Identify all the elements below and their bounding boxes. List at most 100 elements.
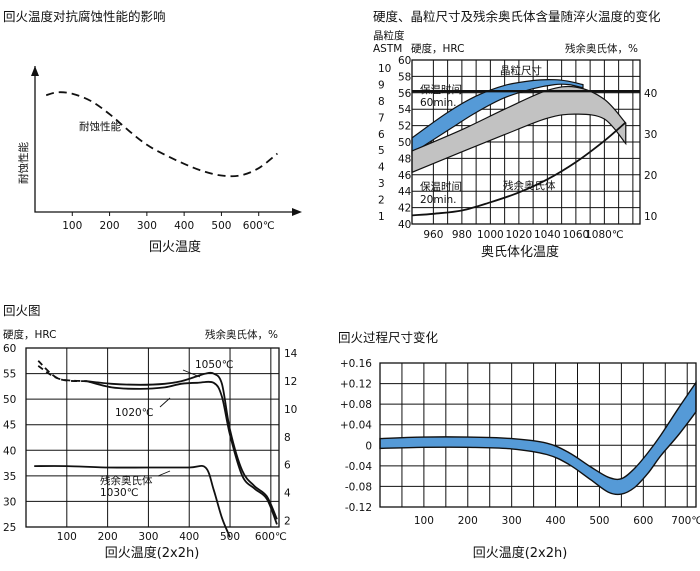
hardening-ra-tick: 20 bbox=[644, 170, 657, 182]
hardening-astm-label-1: 晶粒度 bbox=[373, 29, 405, 42]
tempering-ra-tick: 4 bbox=[284, 488, 291, 500]
hardening-hrc-label: 硬度，HRC bbox=[411, 42, 465, 55]
label-60min-line1: 保温时间 bbox=[420, 83, 462, 96]
hardening-title: 硬度、晶粒尺寸及残余奥氏体含量随淬火温度的变化 bbox=[373, 9, 661, 24]
tempering-ra-label: 残余奥氏体，% bbox=[205, 328, 278, 341]
retained-austenite-curve bbox=[411, 121, 627, 217]
tempering-x-tick: 100 bbox=[57, 531, 77, 543]
chart-corrosion: 回火温度对抗腐蚀性能的影响 耐蚀性能 100 200 300 400 500 600℃ 耐… bbox=[3, 9, 302, 255]
tempering-hrc-tick: 55 bbox=[3, 369, 16, 381]
hardening-astm-tick: 5 bbox=[378, 145, 385, 157]
label-1030: 1030℃ bbox=[100, 487, 139, 499]
corrosion-x-tick-label: 200 bbox=[100, 220, 120, 232]
tempering-hrc-label: 硬度，HRC bbox=[3, 328, 57, 341]
dimension-frame bbox=[379, 362, 697, 508]
tempering-x-tick: 300 bbox=[138, 531, 158, 543]
corrosion-x-tick-label: 100 bbox=[62, 220, 82, 232]
tempering-curve-dashed bbox=[37, 365, 88, 383]
hardening-astm-tick: 1 bbox=[378, 211, 385, 223]
dimension-y-tick: -0.08 bbox=[345, 481, 372, 493]
hardening-astm-tick: 9 bbox=[378, 80, 385, 92]
hardening-hrc-tick: 42 bbox=[398, 203, 411, 215]
corrosion-x-tick-label: 500 bbox=[211, 220, 231, 232]
dimension-y-tick: 0 bbox=[365, 440, 372, 452]
hardening-x-tick: 1020 bbox=[506, 229, 533, 241]
hardening-ticks: 4042444648505254565860123456789101020304… bbox=[378, 55, 657, 241]
dimension-y-tick: +0.04 bbox=[340, 420, 372, 432]
dimension-x-tick: 300 bbox=[502, 515, 522, 527]
label-60min-line2: 60min. bbox=[420, 97, 457, 109]
tempering-hrc-tick: 30 bbox=[3, 496, 16, 508]
hardening-hrc-tick: 40 bbox=[398, 219, 411, 231]
tempering-grid bbox=[26, 348, 279, 527]
tempering-curve-1020 bbox=[86, 380, 278, 525]
tempering-hrc-tick: 45 bbox=[3, 420, 16, 432]
dimension-y-tick: +0.08 bbox=[340, 399, 372, 411]
hardening-hrc-tick: 60 bbox=[398, 55, 411, 67]
hardening-astm-tick: 4 bbox=[378, 162, 385, 174]
tempering-hrc-tick: 60 bbox=[3, 343, 16, 355]
hardening-hrc-tick: 44 bbox=[398, 186, 412, 198]
chart-tempering: 回火图 硬度，HRC 残余奥氏体，% 60 55 50 45 40 35 30 25 14 12 1… bbox=[3, 303, 298, 561]
hardening-hrc-tick: 54 bbox=[398, 104, 412, 116]
corrosion-x-tick-label: 400 bbox=[174, 220, 194, 232]
tempering-retained-austenite-curve bbox=[34, 464, 231, 538]
hardening-astm-tick: 2 bbox=[378, 194, 385, 206]
corrosion-x-label: 回火温度 bbox=[149, 239, 201, 255]
hardening-x-tick: 960 bbox=[423, 229, 443, 241]
hardening-astm-tick: 7 bbox=[378, 112, 385, 124]
label-ra: 残余奥氏体 bbox=[100, 474, 153, 487]
hardening-x-label: 奥氏体化温度 bbox=[481, 244, 559, 260]
hardening-frame bbox=[411, 59, 641, 225]
label-1050: 1050℃ bbox=[195, 359, 234, 371]
label-20min-line2: 20min. bbox=[420, 194, 457, 206]
tempering-x-tick: 400 bbox=[179, 531, 199, 543]
hardening-x-tick: 980 bbox=[452, 229, 472, 241]
hardening-astm-tick: 8 bbox=[378, 96, 385, 108]
hardening-astm-label-2: ASTM bbox=[373, 43, 402, 55]
corrosion-y-label: 耐蚀性能 bbox=[17, 142, 30, 184]
hardening-hrc-tick: 48 bbox=[398, 153, 411, 165]
tempering-curve-dashed bbox=[37, 360, 88, 383]
hardening-ra-tick: 10 bbox=[644, 211, 657, 223]
hardening-hrc-tick: 52 bbox=[398, 121, 411, 133]
tempering-hrc-tick: 50 bbox=[3, 394, 16, 406]
tempering-ra-tick: 14 bbox=[284, 348, 298, 360]
hardening-x-tick: 1040 bbox=[534, 229, 561, 241]
dimension-ticks: +0.16 +0.12 +0.08 +0.04 0 -0.04 -0.08 -0.12 100 2… bbox=[340, 358, 700, 527]
chart-dimension: 回火过程尺寸变化 +0.16 +0.12 +0.08 +0.04 0 -0.04 -0.08… bbox=[338, 330, 700, 561]
corrosion-y-arrow bbox=[31, 66, 39, 76]
corrosion-x-tick-label: 600℃ bbox=[243, 220, 275, 232]
dimension-y-tick: +0.12 bbox=[340, 379, 372, 391]
dimension-title: 回火过程尺寸变化 bbox=[338, 330, 439, 345]
tempering-frame bbox=[25, 347, 280, 528]
tempering-ra-tick: 10 bbox=[284, 404, 297, 416]
dimension-y-tick: +0.16 bbox=[340, 358, 372, 370]
dimension-x-tick: 600 bbox=[633, 515, 653, 527]
hardening-hrc-tick: 46 bbox=[398, 170, 412, 182]
tempering-title: 回火图 bbox=[3, 303, 41, 318]
dimension-y-tick: -0.12 bbox=[345, 502, 372, 514]
label-1020: 1020℃ bbox=[115, 407, 154, 419]
tempering-ra-tick: 8 bbox=[284, 432, 291, 444]
corrosion-x-tick-label: 300 bbox=[137, 220, 157, 232]
tempering-x-label: 回火温度(2x2h) bbox=[105, 545, 200, 561]
hardening-ra-label: 残余奥氏体，% bbox=[565, 42, 638, 55]
tempering-hrc-tick: 40 bbox=[3, 445, 16, 457]
tempering-ra-tick: 6 bbox=[284, 460, 291, 472]
tempering-hrc-tick: 35 bbox=[3, 471, 16, 483]
dimension-y-tick: -0.04 bbox=[345, 461, 372, 473]
dimension-x-label: 回火温度(2x2h) bbox=[473, 545, 568, 561]
dimension-x-tick: 100 bbox=[414, 515, 434, 527]
dimension-grid bbox=[380, 362, 696, 508]
corrosion-axes bbox=[34, 66, 296, 213]
corrosion-curve-label: 耐蚀性能 bbox=[79, 120, 121, 133]
chart-hardening: 硬度、晶粒尺寸及残余奥氏体含量随淬火温度的变化 晶粒度 ASTM 硬度，HRC … bbox=[373, 9, 661, 260]
label-20min-line1: 保温时间 bbox=[420, 180, 462, 193]
corrosion-x-ticks: 100 200 300 400 500 600℃ bbox=[62, 212, 275, 232]
hardening-x-tick: 1060 bbox=[563, 229, 590, 241]
hardening-ra-tick: 40 bbox=[644, 88, 657, 100]
corrosion-curve bbox=[45, 91, 278, 178]
